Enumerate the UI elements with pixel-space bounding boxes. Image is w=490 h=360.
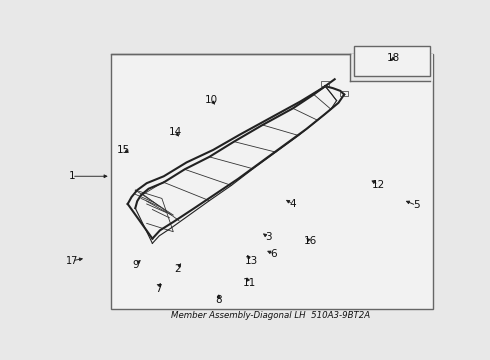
Text: 17: 17 <box>66 256 78 266</box>
Text: 16: 16 <box>303 237 317 246</box>
Text: 14: 14 <box>169 127 182 137</box>
Text: 12: 12 <box>372 180 385 190</box>
Text: 11: 11 <box>243 278 256 288</box>
Text: 13: 13 <box>245 256 258 266</box>
Text: 15: 15 <box>117 145 130 155</box>
Text: Member Assembly-Diagonal LH  510A3-9BT2A: Member Assembly-Diagonal LH 510A3-9BT2A <box>171 311 369 320</box>
Text: 2: 2 <box>174 264 180 274</box>
Text: 7: 7 <box>155 284 161 293</box>
Text: 9: 9 <box>132 260 139 270</box>
Text: 8: 8 <box>216 294 222 305</box>
Text: 10: 10 <box>205 95 218 105</box>
Bar <box>341 91 348 96</box>
Bar <box>321 81 329 86</box>
Text: 3: 3 <box>265 232 271 242</box>
Bar <box>350 54 434 81</box>
Text: 18: 18 <box>387 53 400 63</box>
Text: 5: 5 <box>413 201 419 210</box>
Text: 4: 4 <box>290 199 296 209</box>
Text: 6: 6 <box>270 249 277 259</box>
Bar <box>111 54 433 309</box>
Text: 1: 1 <box>69 171 75 181</box>
Bar <box>354 46 430 76</box>
